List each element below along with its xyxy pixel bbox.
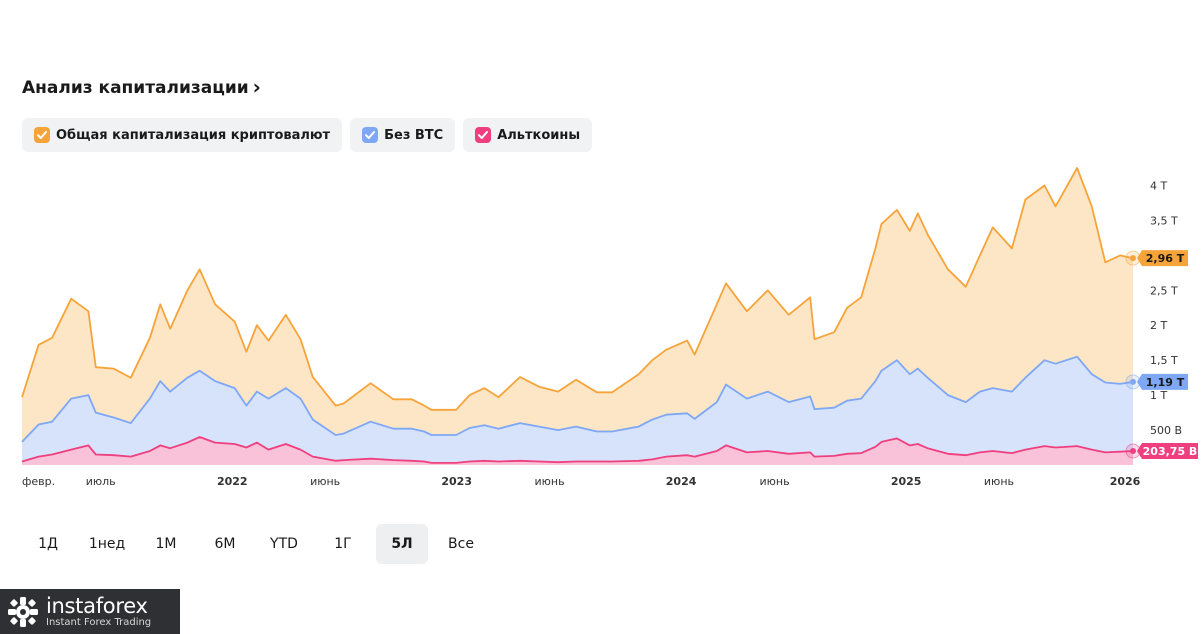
legend-item-label: Альткоины [497, 127, 581, 143]
checkbox-checked-icon [34, 127, 50, 143]
x-tick-label: июнь [534, 475, 564, 488]
range-button-1y[interactable]: 1Г [334, 536, 352, 552]
y-tick-label: 2 T [1150, 319, 1167, 332]
last-value-badge [1137, 250, 1188, 267]
legend-item-altcoins[interactable]: Альткоины [463, 118, 593, 152]
page-title-text: Анализ капитализации [22, 78, 249, 98]
last-value-dot [1130, 378, 1136, 385]
time-range-selector: 1Д 1нед 1М 6М YTD 1Г 5Л Все [22, 524, 494, 564]
legend: Общая капитализация криптовалют Без BTC … [22, 118, 593, 152]
last-value-label: 1,19 T [1146, 376, 1185, 389]
y-tick-label: 1 T [1150, 389, 1167, 402]
page-title[interactable]: Анализ капитализации › [22, 75, 261, 99]
x-tick-label: 2026 [1110, 475, 1141, 488]
x-tick-label: июль [86, 475, 116, 488]
series-area [22, 168, 1133, 465]
last-value-badge [1137, 443, 1198, 460]
last-value-dot [1130, 255, 1136, 262]
checkbox-checked-icon [475, 127, 492, 143]
legend-item-without-btc[interactable]: Без BTC [350, 118, 456, 152]
x-tick-label: 2023 [441, 475, 472, 488]
x-tick-label: февр. [22, 475, 55, 488]
last-value-dot [1130, 448, 1136, 455]
range-button-all[interactable]: Все [448, 536, 474, 552]
last-value-badge [1137, 373, 1188, 390]
range-button-5y[interactable]: 5Л [376, 524, 428, 564]
x-tick-label: июнь [310, 475, 340, 488]
range-button-6m[interactable]: 6М [214, 536, 236, 552]
series-area [22, 437, 1133, 465]
y-tick-label: 500 B [1150, 424, 1182, 437]
brand-name: instaforex [46, 594, 148, 618]
last-value-label: 2,96 T [1146, 252, 1185, 265]
range-button-1m[interactable]: 1М [155, 536, 177, 552]
range-button-ytd[interactable]: YTD [270, 536, 298, 552]
range-button-1w[interactable]: 1нед [88, 536, 126, 552]
brand-watermark: instaforex Instant Forex Trading [0, 589, 180, 634]
last-value-label: 203,75 B [1143, 445, 1198, 458]
y-tick-label: 1,5 T [1150, 354, 1178, 367]
checkbox-checked-icon [362, 127, 379, 143]
x-tick-label: 2024 [666, 475, 697, 488]
legend-item-label: Общая капитализация криптовалют [56, 127, 331, 143]
range-button-1d[interactable]: 1Д [38, 536, 58, 552]
instaforex-logo-icon [8, 596, 38, 627]
x-tick-label: июнь [984, 475, 1014, 488]
series-line [21, 167, 1134, 411]
y-tick-label: 2,5 T [1150, 284, 1178, 297]
chevron-right-icon: › [252, 75, 261, 99]
legend-item-total[interactable]: Общая капитализация криптовалют [22, 118, 343, 152]
y-tick-label: 4 T [1150, 179, 1167, 192]
x-tick-label: июнь [760, 475, 790, 488]
market-cap-chart[interactable]: 500 B1 T1,5 T2 T2,5 T3 T3,5 T4 Tфевр.июл… [0, 160, 1201, 500]
series-line [21, 355, 1134, 443]
y-tick-label: 3,5 T [1150, 214, 1178, 227]
brand-tagline: Instant Forex Trading [46, 617, 152, 628]
x-tick-label: 2025 [891, 475, 922, 488]
legend-item-label: Без BTC [384, 127, 444, 143]
series-line [21, 436, 1134, 464]
x-tick-label: 2022 [217, 475, 248, 488]
series-area [22, 356, 1133, 465]
